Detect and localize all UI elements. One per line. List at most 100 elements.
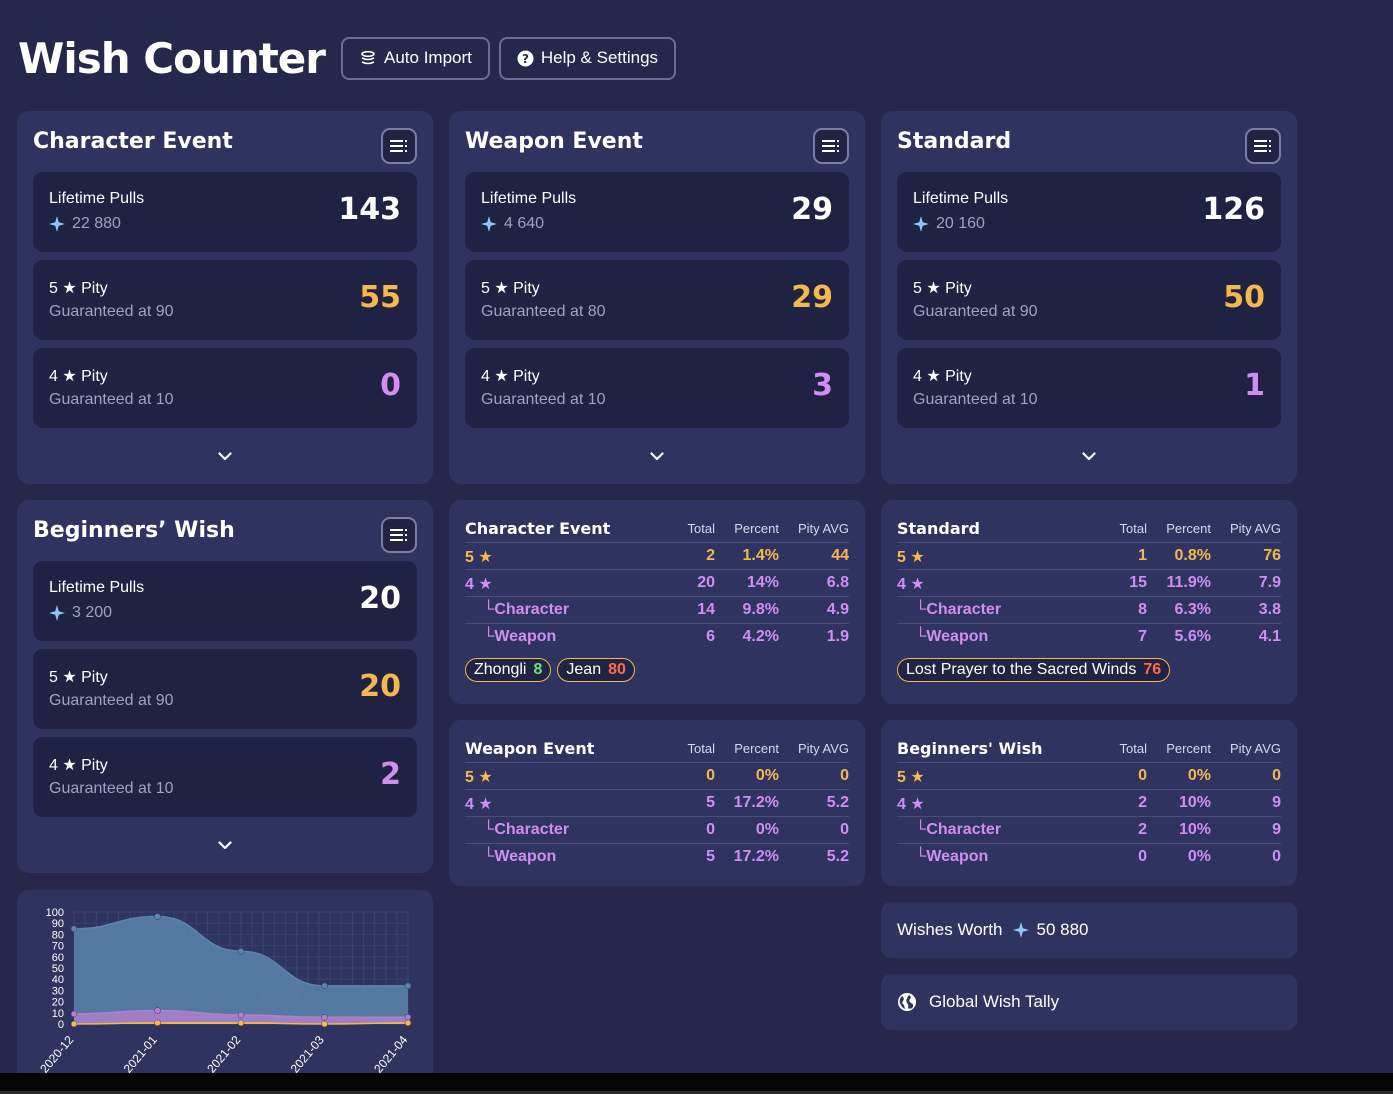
card-sublabel: Guaranteed at 10: [49, 780, 174, 798]
col-header-pity-avg: Pity AVG: [797, 741, 849, 756]
banner-menu-button[interactable]: [813, 128, 849, 164]
banner-menu-button[interactable]: [381, 128, 417, 164]
row-percent: 17.2%: [733, 794, 779, 811]
row-pity-avg: 0: [840, 821, 849, 838]
row-pity-avg: 0: [840, 767, 849, 784]
stats-row: 5 ★ 1 0.8% 76: [897, 542, 1281, 569]
primogem-icon: [913, 216, 929, 232]
expand-chevron-icon[interactable]: [647, 452, 667, 466]
primogem-icon: [49, 216, 65, 232]
card-label: 5 ★ Pity: [481, 280, 540, 297]
stats-row: └Weapon 5 17.2% 5.2: [465, 843, 849, 870]
row-label: 4 ★: [897, 796, 925, 813]
y-tick-label: 100: [46, 907, 64, 919]
stats-row: └Character 8 6.3% 3.8: [897, 596, 1281, 623]
card-value: 20: [359, 669, 401, 704]
row-label: └Character: [483, 601, 570, 618]
card-value: 55: [359, 280, 401, 315]
x-tick-label: 2021-03: [288, 1033, 327, 1073]
banner-menu-button[interactable]: [381, 517, 417, 553]
auto-import-button[interactable]: Auto Import: [341, 36, 490, 80]
col-header-pity-avg: Pity AVG: [1229, 521, 1281, 536]
row-percent: 0%: [755, 821, 779, 838]
stats-row: └Weapon 7 5.6% 4.1: [897, 623, 1281, 650]
data-point: [154, 913, 161, 920]
tag-pity: 8: [533, 661, 543, 678]
row-total: 14: [697, 601, 715, 618]
stats-title: Standard: [897, 519, 980, 538]
card-label: 4 ★ Pity: [481, 368, 540, 385]
data-point: [70, 1020, 78, 1028]
row-total: 2: [1138, 794, 1147, 811]
help-settings-button[interactable]: ? Help & Settings: [498, 36, 677, 80]
beginners-wish-stats: Beginners' Wish Total Percent Pity AVG 5 ★ 0 0…: [881, 720, 1297, 886]
data-point: [70, 1010, 78, 1018]
four-star-pity-card: 4 ★ Pity Guaranteed at 10 3: [465, 348, 849, 428]
app-header: Wish Counter Auto Import ? Help & Settin…: [18, 30, 685, 86]
five-star-pity-card: 5 ★ Pity Guaranteed at 90 55: [33, 260, 417, 340]
import-icon: [359, 50, 377, 66]
row-label: 5 ★: [897, 549, 925, 566]
card-sublabel: Guaranteed at 90: [49, 303, 174, 321]
card-sublabel: Guaranteed at 10: [49, 391, 174, 409]
card-value: 3: [812, 368, 833, 403]
five-star-tag: Jean 80: [557, 658, 635, 682]
row-label: 4 ★: [465, 576, 493, 593]
expand-chevron-icon[interactable]: [215, 452, 235, 466]
card-sub-text: Guaranteed at 10: [49, 391, 174, 408]
x-tick-label: 2021-01: [121, 1033, 160, 1073]
card-sublabel: Guaranteed at 90: [913, 303, 1038, 321]
card-sublabel: Guaranteed at 10: [481, 391, 606, 409]
tag-name: Zhongli: [474, 661, 527, 678]
data-point: [154, 1019, 161, 1027]
five-star-tag: Zhongli 8: [465, 658, 552, 682]
data-point: [321, 1014, 328, 1021]
card-label: 5 ★ Pity: [913, 280, 972, 297]
five-star-tag: Lost Prayer to the Sacred Winds 76: [897, 658, 1171, 682]
lifetime-pulls-card: Lifetime Pulls 22 880 143: [33, 172, 417, 252]
data-point: [237, 1019, 245, 1027]
row-percent: 0.8%: [1174, 547, 1211, 564]
tag-pity: 76: [1143, 661, 1162, 678]
row-total: 0: [1138, 767, 1147, 784]
banner-menu-button[interactable]: [1245, 128, 1281, 164]
row-pity-avg: 0: [1272, 848, 1281, 865]
col-header-total: Total: [687, 521, 715, 536]
card-sub-text: 4 640: [504, 215, 545, 232]
card-sub-text: Guaranteed at 90: [913, 303, 1038, 320]
card-value: 50: [1223, 280, 1265, 315]
data-point: [404, 982, 412, 990]
card-sublabel: 20 160: [913, 215, 985, 233]
card-sub-text: Guaranteed at 10: [49, 780, 174, 797]
col-header-pity-avg: Pity AVG: [1229, 741, 1281, 756]
global-wish-tally-button[interactable]: Global Wish Tally: [881, 974, 1297, 1030]
col-header-percent: Percent: [1166, 521, 1211, 536]
y-tick-label: 20: [52, 997, 64, 1009]
stats-row: └Character 14 9.8% 4.9: [465, 596, 849, 623]
expand-chevron-icon[interactable]: [215, 841, 235, 855]
y-tick-label: 50: [52, 963, 64, 975]
row-percent: 4.2%: [742, 628, 779, 645]
list-menu-icon: [1254, 139, 1272, 153]
row-percent: 17.2%: [733, 848, 779, 865]
data-point: [237, 947, 245, 955]
y-tick-label: 0: [58, 1019, 64, 1031]
five-star-pity-card: 5 ★ Pity Guaranteed at 80 29: [465, 260, 849, 340]
data-point: [321, 1020, 328, 1028]
row-label: └Character: [915, 601, 1002, 618]
row-total: 6: [706, 628, 715, 645]
row-total: 20: [697, 574, 715, 591]
stats-title: Beginners' Wish: [897, 739, 1043, 758]
series-area: [74, 916, 408, 1024]
lifetime-pulls-card: Lifetime Pulls 3 200 20: [33, 561, 417, 641]
row-pity-avg: 9: [1272, 794, 1281, 811]
card-label: 5 ★ Pity: [49, 669, 108, 686]
expand-chevron-icon[interactable]: [1079, 452, 1099, 466]
row-total: 2: [1138, 821, 1147, 838]
lifetime-pulls-card: Lifetime Pulls 4 640 29: [465, 172, 849, 252]
list-menu-icon: [390, 139, 408, 153]
card-sublabel: Guaranteed at 10: [913, 391, 1038, 409]
y-tick-label: 40: [52, 974, 64, 986]
stats-row: 5 ★ 2 1.4% 44: [465, 542, 849, 569]
card-sub-text: 3 200: [72, 604, 113, 621]
